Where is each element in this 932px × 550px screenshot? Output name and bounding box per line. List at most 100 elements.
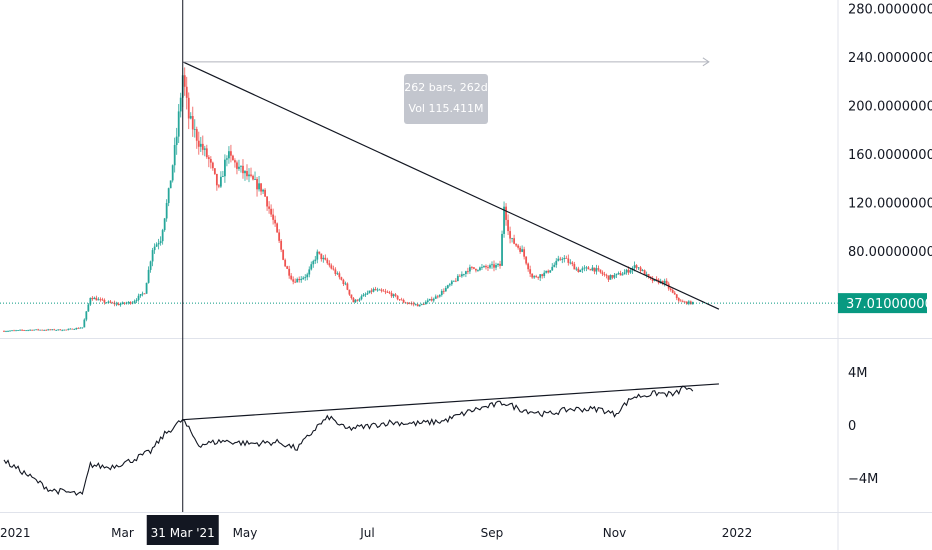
candle [246,164,248,180]
candle [473,267,475,270]
candle [197,131,200,155]
candle-body [304,277,307,278]
candle-body [320,253,323,260]
candle [575,266,578,271]
candle-body [282,249,285,260]
candle-body [390,293,393,297]
candle [454,278,457,283]
candle-body [324,257,327,260]
candle-body [77,328,80,329]
candle-body [613,275,616,278]
candle-body [406,302,409,304]
candle-body [575,268,578,270]
candle-body [316,251,319,260]
candle [350,294,353,300]
candle-body [17,330,19,331]
candle [475,268,477,273]
candle [93,296,96,300]
candle-body [446,285,449,288]
candle [232,154,234,161]
candle [268,201,270,214]
candle-body [529,269,532,274]
candle [567,254,570,266]
candle-body [260,183,262,192]
candle-body [362,294,365,297]
candle-body [25,330,27,332]
candle-body [258,183,260,190]
candle [252,174,254,181]
indicator-pane [3,383,719,496]
candle [559,256,562,261]
candle [440,289,443,297]
candle [545,270,548,274]
candle [605,273,608,279]
candle [362,293,365,297]
candle-body [553,264,556,267]
candle [236,160,238,175]
candle-body [230,151,232,156]
candle-body [290,275,293,280]
candle [300,276,303,283]
candle [477,269,479,272]
candle [177,104,180,143]
candle-body [209,159,212,163]
indicator-line [3,385,694,496]
candle-body [296,278,299,283]
candle-body [167,188,170,204]
candle-body [551,266,554,271]
candle [495,262,497,271]
candle-body [408,303,411,304]
candle-body [153,246,156,251]
candle-body [199,143,202,147]
candle-body [236,162,238,169]
time-axis: 2021 Mar May Jul Sep Nov 2022 31 Mar '21 [0,515,752,545]
candle-body [609,275,612,280]
candle-body [203,148,206,150]
candle [189,112,192,120]
candle-body [432,298,435,301]
candle [533,275,536,279]
candle-body [191,116,194,130]
candle [27,329,29,332]
indicator-trendline [182,383,719,421]
candle [83,318,86,328]
candle [230,144,232,163]
candle [577,266,580,273]
candle [23,329,25,332]
candle [205,144,208,159]
candle-body [29,329,32,331]
candle-body [444,287,447,292]
candle-body [81,327,84,329]
candle-body [85,311,88,320]
candle-body [338,273,341,278]
candle [157,238,160,250]
candle [294,278,297,284]
candle [641,268,644,272]
candle-body [565,257,568,259]
candle [581,266,584,273]
candle-body [13,330,15,332]
candle [111,301,114,304]
candle-body [533,276,536,278]
candle-body [69,328,72,330]
candle-body [563,257,566,259]
candle [199,136,202,152]
candle-body [665,280,668,284]
candle-body [248,174,250,177]
candle [141,291,144,297]
candle-body [645,274,648,276]
candle [37,328,40,331]
candle [639,265,642,274]
candle-body [448,284,451,286]
price-pane [0,61,838,333]
candle [352,297,355,303]
candle [282,249,285,261]
candle-body [252,175,254,180]
candle [489,263,491,270]
candle-body [15,330,17,332]
candle-body [617,273,620,274]
candle [105,302,108,304]
candle [322,255,325,263]
candle-body [99,299,102,301]
